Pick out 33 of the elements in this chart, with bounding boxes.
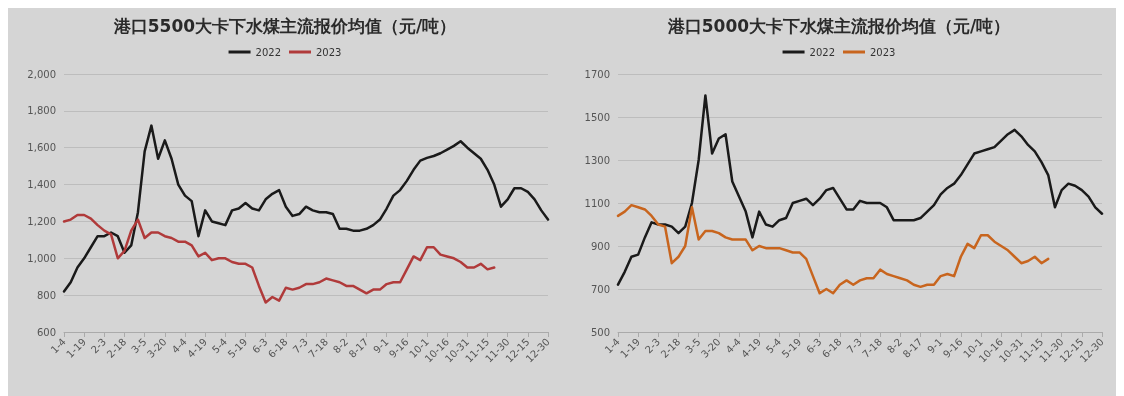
x-tick-label: 3-5	[683, 336, 703, 356]
y-tick-label: 1300	[584, 154, 610, 166]
y-tick-label: 900	[590, 240, 610, 252]
x-tick-label: 7-3	[290, 336, 310, 356]
y-tick-label: 1,800	[27, 105, 56, 117]
x-tick-label: 6-3	[250, 336, 270, 356]
y-tick-label: 700	[590, 283, 610, 295]
y-tick-label: 800	[36, 289, 56, 301]
legend-label: 2023	[316, 46, 342, 58]
y-tick-label: 1,600	[27, 142, 56, 154]
legend-label: 2022	[255, 46, 281, 58]
x-tick-label: 7-3	[844, 336, 864, 356]
x-tick-label: 3-5	[129, 336, 149, 356]
y-tick-label: 1100	[584, 197, 610, 209]
y-tick-label: 2,000	[27, 68, 56, 80]
chart-title: 港口5500大卡下水煤主流报价均值（元/吨）	[112, 15, 457, 36]
chart-title: 港口5000大卡下水煤主流报价均值（元/吨）	[666, 15, 1011, 36]
line-series	[62, 213, 496, 304]
legend-label: 2022	[809, 46, 835, 58]
legend-label: 2023	[870, 46, 896, 58]
x-tick-label: 4-4	[169, 336, 189, 356]
y-tick-label: 1,200	[27, 215, 56, 227]
x-tick-label: 4-4	[723, 336, 743, 356]
y-tick-label: 500	[590, 326, 610, 338]
line-series	[616, 203, 1050, 295]
y-tick-label: 1700	[584, 68, 610, 80]
line-series	[62, 124, 550, 293]
y-tick-label: 1,000	[27, 252, 56, 264]
line-series	[616, 94, 1104, 286]
x-tick-label: 6-3	[804, 336, 824, 356]
y-tick-label: 600	[36, 326, 56, 338]
y-tick-label: 1,400	[27, 179, 56, 191]
y-tick-label: 1500	[584, 111, 610, 123]
